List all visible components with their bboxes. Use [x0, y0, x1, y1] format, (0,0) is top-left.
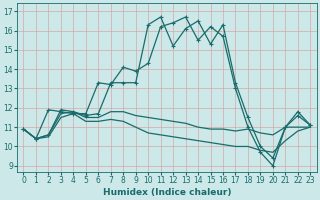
X-axis label: Humidex (Indice chaleur): Humidex (Indice chaleur)	[103, 188, 231, 197]
